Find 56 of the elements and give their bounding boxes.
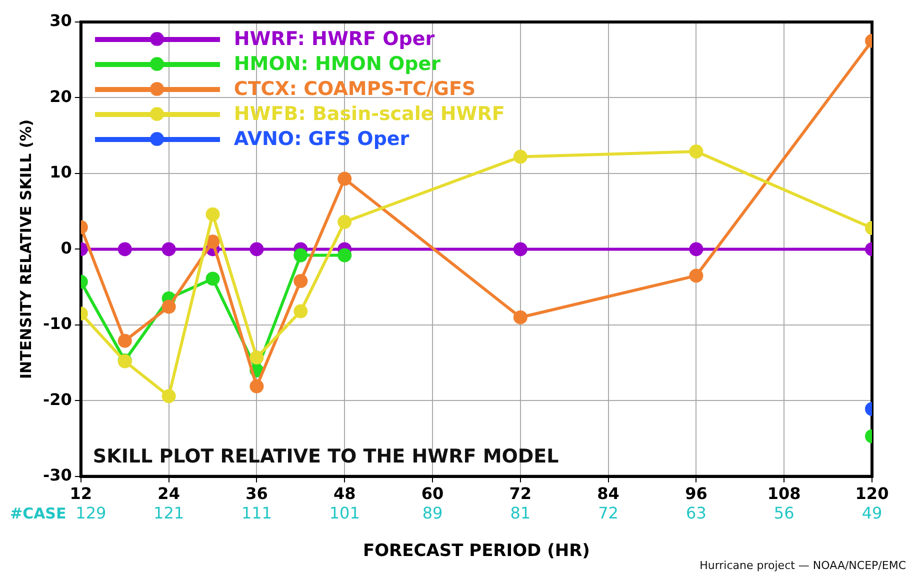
text: CTCX: COAMPS-TC/GFS [234,78,476,100]
y-tick-label: -10 [43,314,72,334]
y-tick-label: -30 [43,466,72,485]
x-tick-label: 36 [246,484,268,504]
text: 63 [686,504,706,523]
point [294,304,308,318]
point [338,248,352,262]
text: 129 [76,504,106,523]
text: Hurricane project — NOAA/NCEP/EMC [700,558,906,572]
y-axis-title: INTENSITY RELATIVE SKILL (%) [16,119,35,380]
point [338,172,352,186]
x-axis-title: FORECAST PERIOD (HR) [362,541,590,562]
y-tick-label: 30 [50,11,72,30]
point [162,300,176,314]
annotation: SKILL PLOT RELATIVE TO THE HWRF MODEL [92,445,559,468]
point [250,242,264,256]
y-tick-label: 0 [60,238,72,258]
point [118,242,132,256]
y-tick-label: 10 [50,162,72,182]
point [162,242,176,256]
point [294,248,308,262]
text: 81 [510,504,531,523]
text: HMON: HMON Oper [234,52,440,74]
text: #CASE [10,504,66,522]
series-label: HWFB: Basin-scale HWRF [234,102,505,124]
text: 56 [774,504,794,523]
x-tick-label: 120 [855,484,889,504]
point [513,242,528,256]
x-tick-label: 108 [767,484,801,504]
point [162,389,176,404]
point [118,334,132,348]
text: 89 [422,504,443,523]
x-tick-label: 48 [333,484,356,504]
x-tick-label: 84 [597,484,620,504]
y-tick-label: 20 [50,86,72,106]
point [250,350,264,364]
text: HWRF: HWRF Oper [234,28,435,50]
point [250,379,264,394]
x-tick-label: 60 [421,484,444,504]
point [206,272,220,286]
text: 101 [329,504,360,523]
point [513,150,528,164]
point [513,310,528,324]
y-tick-label: -20 [43,390,72,409]
point [294,274,308,288]
text: 111 [241,504,272,523]
x-tick-label: 12 [70,484,92,504]
text: AVNO: GFS Oper [234,128,410,150]
x-tick-label: 24 [158,484,180,504]
text: 49 [862,504,882,523]
text: 121 [154,504,184,523]
x-tick-label: 96 [685,484,708,504]
point [206,207,220,222]
text: 72 [598,504,618,523]
point [338,214,352,229]
x-tick-label: 72 [509,484,532,504]
